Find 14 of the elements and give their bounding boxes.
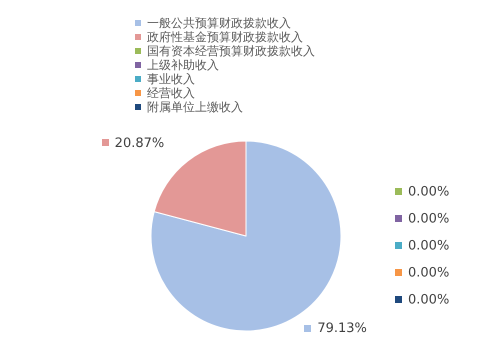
- text: 0.00%: [408, 266, 450, 280]
- legend-label: 一般公共预算财政拨款收入: [147, 16, 291, 30]
- legend-label: 上级补助收入: [147, 58, 219, 72]
- legend-label: 事业收入: [147, 72, 195, 86]
- data-label: 20.87%: [114, 136, 164, 151]
- text: 0.00%: [408, 238, 450, 254]
- legend-label: 政府性基金预算财政拨款收入: [147, 30, 303, 44]
- text: 0.00%: [408, 292, 450, 308]
- legend-label: 附属单位上缴收入: [147, 100, 243, 114]
- data-label: 79.13%: [317, 321, 367, 336]
- legend-label: 经营收入: [147, 86, 195, 100]
- legend-label: 国有资本经营预算财政拨款收入: [147, 44, 315, 58]
- text: 0.00%: [408, 212, 450, 226]
- text: 0.00%: [408, 184, 450, 200]
